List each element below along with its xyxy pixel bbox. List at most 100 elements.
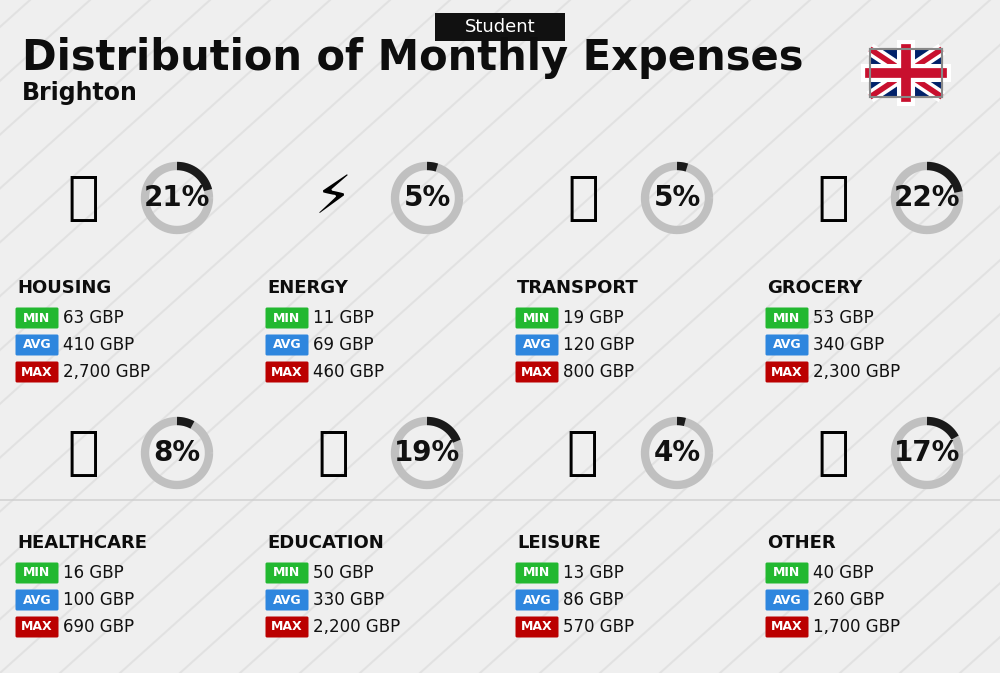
Text: 86 GBP: 86 GBP: [563, 591, 624, 609]
Text: 410 GBP: 410 GBP: [63, 336, 134, 354]
FancyBboxPatch shape: [16, 308, 58, 328]
Text: 19 GBP: 19 GBP: [563, 309, 624, 327]
Text: 🚌: 🚌: [567, 172, 599, 224]
Text: AVG: AVG: [273, 339, 301, 351]
FancyBboxPatch shape: [266, 334, 308, 355]
Text: AVG: AVG: [773, 339, 801, 351]
FancyBboxPatch shape: [16, 361, 58, 382]
Text: 2,700 GBP: 2,700 GBP: [63, 363, 150, 381]
Text: 21%: 21%: [144, 184, 210, 212]
Text: 63 GBP: 63 GBP: [63, 309, 124, 327]
Text: ENERGY: ENERGY: [267, 279, 348, 297]
Text: MIN: MIN: [773, 312, 801, 324]
Text: Distribution of Monthly Expenses: Distribution of Monthly Expenses: [22, 37, 804, 79]
Text: 800 GBP: 800 GBP: [563, 363, 634, 381]
FancyBboxPatch shape: [870, 49, 942, 97]
Text: 40 GBP: 40 GBP: [813, 564, 874, 582]
Text: 🛒: 🛒: [817, 172, 849, 224]
Text: EDUCATION: EDUCATION: [267, 534, 384, 552]
Text: 4%: 4%: [653, 439, 701, 467]
FancyBboxPatch shape: [516, 308, 558, 328]
Text: MAX: MAX: [771, 621, 803, 633]
FancyBboxPatch shape: [766, 334, 808, 355]
FancyBboxPatch shape: [266, 590, 308, 610]
FancyBboxPatch shape: [16, 334, 58, 355]
FancyBboxPatch shape: [266, 563, 308, 583]
FancyBboxPatch shape: [435, 13, 565, 41]
Text: Brighton: Brighton: [22, 81, 138, 105]
Text: 69 GBP: 69 GBP: [313, 336, 374, 354]
Text: 19%: 19%: [394, 439, 460, 467]
Text: 2,200 GBP: 2,200 GBP: [313, 618, 400, 636]
FancyBboxPatch shape: [766, 308, 808, 328]
Text: AVG: AVG: [773, 594, 801, 606]
Text: OTHER: OTHER: [767, 534, 836, 552]
Text: MIN: MIN: [773, 567, 801, 579]
Text: MIN: MIN: [523, 567, 551, 579]
Text: 120 GBP: 120 GBP: [563, 336, 634, 354]
Text: 2,300 GBP: 2,300 GBP: [813, 363, 900, 381]
Text: 53 GBP: 53 GBP: [813, 309, 874, 327]
Text: Student: Student: [465, 18, 535, 36]
FancyBboxPatch shape: [516, 563, 558, 583]
Text: 17%: 17%: [894, 439, 960, 467]
Text: AVG: AVG: [523, 339, 551, 351]
Text: AVG: AVG: [523, 594, 551, 606]
Text: 340 GBP: 340 GBP: [813, 336, 884, 354]
FancyBboxPatch shape: [766, 616, 808, 637]
Text: 🛍️: 🛍️: [567, 427, 599, 479]
Text: 🏢: 🏢: [67, 172, 99, 224]
FancyBboxPatch shape: [516, 590, 558, 610]
Text: 460 GBP: 460 GBP: [313, 363, 384, 381]
Text: 🫀: 🫀: [67, 427, 99, 479]
FancyBboxPatch shape: [516, 361, 558, 382]
Text: MAX: MAX: [521, 365, 553, 378]
Text: GROCERY: GROCERY: [767, 279, 862, 297]
FancyBboxPatch shape: [516, 334, 558, 355]
Text: 5%: 5%: [653, 184, 701, 212]
Text: MIN: MIN: [23, 312, 51, 324]
Text: 💰: 💰: [817, 427, 849, 479]
Text: 16 GBP: 16 GBP: [63, 564, 124, 582]
FancyBboxPatch shape: [766, 361, 808, 382]
Text: MAX: MAX: [271, 621, 303, 633]
FancyBboxPatch shape: [266, 361, 308, 382]
Text: AVG: AVG: [23, 594, 51, 606]
Text: 50 GBP: 50 GBP: [313, 564, 374, 582]
FancyBboxPatch shape: [266, 616, 308, 637]
Text: MAX: MAX: [771, 365, 803, 378]
Text: 11 GBP: 11 GBP: [313, 309, 374, 327]
FancyBboxPatch shape: [16, 563, 58, 583]
Text: MIN: MIN: [273, 567, 301, 579]
Text: 690 GBP: 690 GBP: [63, 618, 134, 636]
FancyBboxPatch shape: [766, 590, 808, 610]
Text: HEALTHCARE: HEALTHCARE: [17, 534, 147, 552]
Text: TRANSPORT: TRANSPORT: [517, 279, 639, 297]
Text: 8%: 8%: [153, 439, 201, 467]
Text: 1,700 GBP: 1,700 GBP: [813, 618, 900, 636]
Text: 100 GBP: 100 GBP: [63, 591, 134, 609]
FancyBboxPatch shape: [16, 590, 58, 610]
Text: HOUSING: HOUSING: [17, 279, 111, 297]
FancyBboxPatch shape: [16, 616, 58, 637]
Text: LEISURE: LEISURE: [517, 534, 601, 552]
Text: AVG: AVG: [273, 594, 301, 606]
Text: MIN: MIN: [23, 567, 51, 579]
Text: MIN: MIN: [523, 312, 551, 324]
Text: MAX: MAX: [21, 621, 53, 633]
Text: 22%: 22%: [894, 184, 960, 212]
Text: 260 GBP: 260 GBP: [813, 591, 884, 609]
Text: MAX: MAX: [271, 365, 303, 378]
Text: 13 GBP: 13 GBP: [563, 564, 624, 582]
Text: ⚡: ⚡: [314, 172, 352, 224]
Text: 570 GBP: 570 GBP: [563, 618, 634, 636]
FancyBboxPatch shape: [516, 616, 558, 637]
Text: 5%: 5%: [403, 184, 451, 212]
Text: 🎓: 🎓: [317, 427, 349, 479]
Text: MAX: MAX: [21, 365, 53, 378]
FancyBboxPatch shape: [766, 563, 808, 583]
Text: MAX: MAX: [521, 621, 553, 633]
Text: AVG: AVG: [23, 339, 51, 351]
Text: MIN: MIN: [273, 312, 301, 324]
Text: 330 GBP: 330 GBP: [313, 591, 384, 609]
